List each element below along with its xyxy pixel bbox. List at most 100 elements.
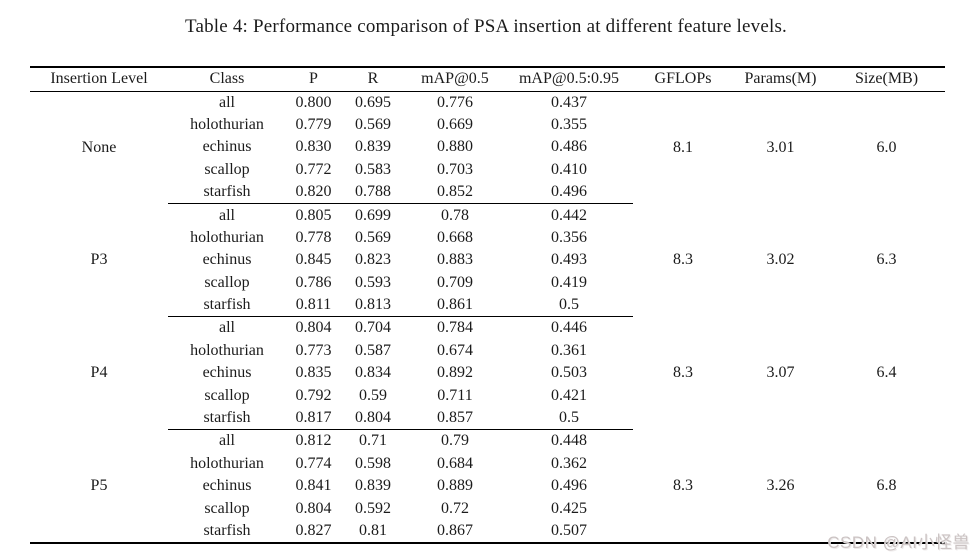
size-cell: 6.4 bbox=[876, 364, 897, 382]
map50-cell: 0.674 bbox=[437, 341, 473, 359]
table-row: P3 all 0.805 0.699 0.78 0.442 8.3 3.02 6… bbox=[30, 204, 945, 269]
table-caption: Table 4: Performance comparison of PSA i… bbox=[184, 16, 787, 37]
map50-cell: 0.784 bbox=[437, 319, 473, 337]
map5095-cell: 0.507 bbox=[551, 522, 587, 540]
table-row: P5 all 0.812 0.71 0.79 0.448 8.3 3.26 6.… bbox=[30, 430, 945, 493]
p-cell: 0.820 bbox=[286, 181, 341, 205]
table-row: scallop 0.804 0.592 0.72 0.425 bbox=[30, 498, 945, 521]
p-cell: 0.804 bbox=[295, 319, 332, 337]
map5095-cell: 0.410 bbox=[551, 161, 587, 179]
map5095-cell: 0.419 bbox=[551, 274, 587, 292]
params-cell: 3.07 bbox=[766, 364, 795, 382]
map50-cell: 0.78 bbox=[441, 206, 469, 224]
header-gflops: GFLOPs bbox=[654, 70, 712, 88]
map5095-cell: 0.5 bbox=[505, 407, 633, 431]
r-cell: 0.834 bbox=[355, 364, 391, 382]
map50-cell: 0.889 bbox=[437, 477, 473, 495]
group-p4: P4 all 0.804 0.704 0.784 0.446 8.3 3.07 … bbox=[30, 317, 945, 431]
p-cell: 0.811 bbox=[286, 294, 341, 318]
map5095-cell: 0.5 bbox=[505, 294, 633, 318]
class-cell: all bbox=[219, 319, 235, 337]
class-cell: echinus bbox=[202, 251, 252, 269]
class-cell: all bbox=[219, 93, 235, 111]
p-cell: 0.830 bbox=[295, 138, 332, 156]
map5095-cell: 0.493 bbox=[551, 251, 587, 269]
size-cell: 6.3 bbox=[876, 251, 897, 269]
class-cell: echinus bbox=[202, 477, 252, 495]
map5095-cell: 0.503 bbox=[551, 364, 587, 382]
map5095-cell: 0.356 bbox=[551, 228, 587, 246]
level-cell: None bbox=[81, 138, 117, 156]
r-cell: 0.813 bbox=[341, 294, 405, 318]
class-cell: holothurian bbox=[190, 454, 264, 472]
size-cell: 6.0 bbox=[876, 138, 897, 156]
p-cell: 0.800 bbox=[295, 93, 332, 111]
class-cell: scallop bbox=[204, 274, 250, 292]
class-cell: starfish bbox=[168, 294, 286, 318]
class-cell: holothurian bbox=[190, 115, 264, 133]
r-cell: 0.804 bbox=[341, 407, 405, 431]
map50-cell: 0.852 bbox=[405, 181, 505, 205]
class-cell: scallop bbox=[204, 387, 250, 405]
p-cell: 0.774 bbox=[295, 454, 332, 472]
table-row: echinus 0.841 0.839 0.889 0.496 bbox=[30, 475, 945, 498]
p-cell: 0.773 bbox=[295, 341, 332, 359]
map50-cell: 0.880 bbox=[437, 138, 473, 156]
map50-cell: 0.776 bbox=[437, 93, 473, 111]
class-cell: holothurian bbox=[190, 228, 264, 246]
r-cell: 0.699 bbox=[355, 206, 391, 224]
table-row: starfish 0.820 0.788 0.852 0.496 bbox=[30, 181, 945, 205]
map5095-cell: 0.355 bbox=[551, 115, 587, 133]
map50-cell: 0.668 bbox=[437, 228, 473, 246]
header-class: Class bbox=[209, 70, 245, 88]
table-row: starfish 0.811 0.813 0.861 0.5 bbox=[30, 294, 945, 318]
map5095-cell: 0.421 bbox=[551, 387, 587, 405]
p-cell: 0.772 bbox=[295, 161, 332, 179]
gflops-cell: 8.3 bbox=[673, 476, 693, 494]
group-none: None all 0.800 0.695 0.776 0.437 8.1 3.0… bbox=[30, 91, 945, 205]
class-cell: scallop bbox=[204, 161, 250, 179]
table-row: scallop 0.792 0.59 0.711 0.421 bbox=[30, 385, 945, 408]
header-params: Params(M) bbox=[744, 70, 817, 88]
level-cell: P4 bbox=[90, 364, 108, 382]
map50-cell: 0.79 bbox=[441, 432, 469, 450]
r-cell: 0.587 bbox=[355, 341, 391, 359]
table-row: echinus 0.845 0.823 0.883 0.493 bbox=[30, 249, 945, 272]
gflops-cell: 8.3 bbox=[673, 364, 693, 382]
r-cell: 0.59 bbox=[359, 387, 387, 405]
map5095-cell: 0.486 bbox=[551, 138, 587, 156]
p-cell: 0.805 bbox=[295, 206, 332, 224]
table-row: scallop 0.772 0.583 0.703 0.410 bbox=[30, 159, 945, 182]
r-cell: 0.839 bbox=[355, 138, 391, 156]
group-p3: P3 all 0.805 0.699 0.78 0.442 8.3 3.02 6… bbox=[30, 204, 945, 318]
map50-cell: 0.684 bbox=[437, 454, 473, 472]
r-cell: 0.839 bbox=[355, 477, 391, 495]
class-cell: scallop bbox=[204, 499, 250, 517]
gflops-cell: 8.3 bbox=[673, 251, 693, 269]
map5095-cell: 0.446 bbox=[551, 319, 587, 337]
p-cell: 0.841 bbox=[295, 477, 332, 495]
class-cell: starfish bbox=[168, 181, 286, 205]
table-row: holothurian 0.774 0.598 0.684 0.362 bbox=[30, 453, 945, 476]
map5095-cell: 0.496 bbox=[505, 181, 633, 205]
header-map5095: mAP@0.5:0.95 bbox=[518, 70, 620, 88]
r-cell: 0.569 bbox=[355, 115, 391, 133]
table-row: scallop 0.786 0.593 0.709 0.419 bbox=[30, 272, 945, 295]
level-cell: P5 bbox=[90, 476, 108, 494]
table-row: P4 all 0.804 0.704 0.784 0.446 8.3 3.07 … bbox=[30, 317, 945, 381]
p-cell: 0.812 bbox=[295, 432, 332, 450]
r-cell: 0.593 bbox=[355, 274, 391, 292]
table-row: echinus 0.830 0.839 0.880 0.486 bbox=[30, 136, 945, 159]
class-cell: echinus bbox=[202, 138, 252, 156]
map5095-cell: 0.496 bbox=[551, 477, 587, 495]
header-row: Insertion Level Class P R mAP@0.5 mAP@0.… bbox=[30, 67, 945, 91]
r-cell: 0.598 bbox=[355, 454, 391, 472]
r-cell: 0.71 bbox=[359, 432, 387, 450]
map5095-cell: 0.362 bbox=[551, 454, 587, 472]
class-cell: holothurian bbox=[190, 341, 264, 359]
r-cell: 0.823 bbox=[355, 251, 391, 269]
table-row: None all 0.800 0.695 0.776 0.437 8.1 3.0… bbox=[30, 91, 945, 156]
params-cell: 3.02 bbox=[766, 251, 795, 269]
p-cell: 0.804 bbox=[295, 499, 332, 517]
r-cell: 0.81 bbox=[359, 522, 387, 540]
